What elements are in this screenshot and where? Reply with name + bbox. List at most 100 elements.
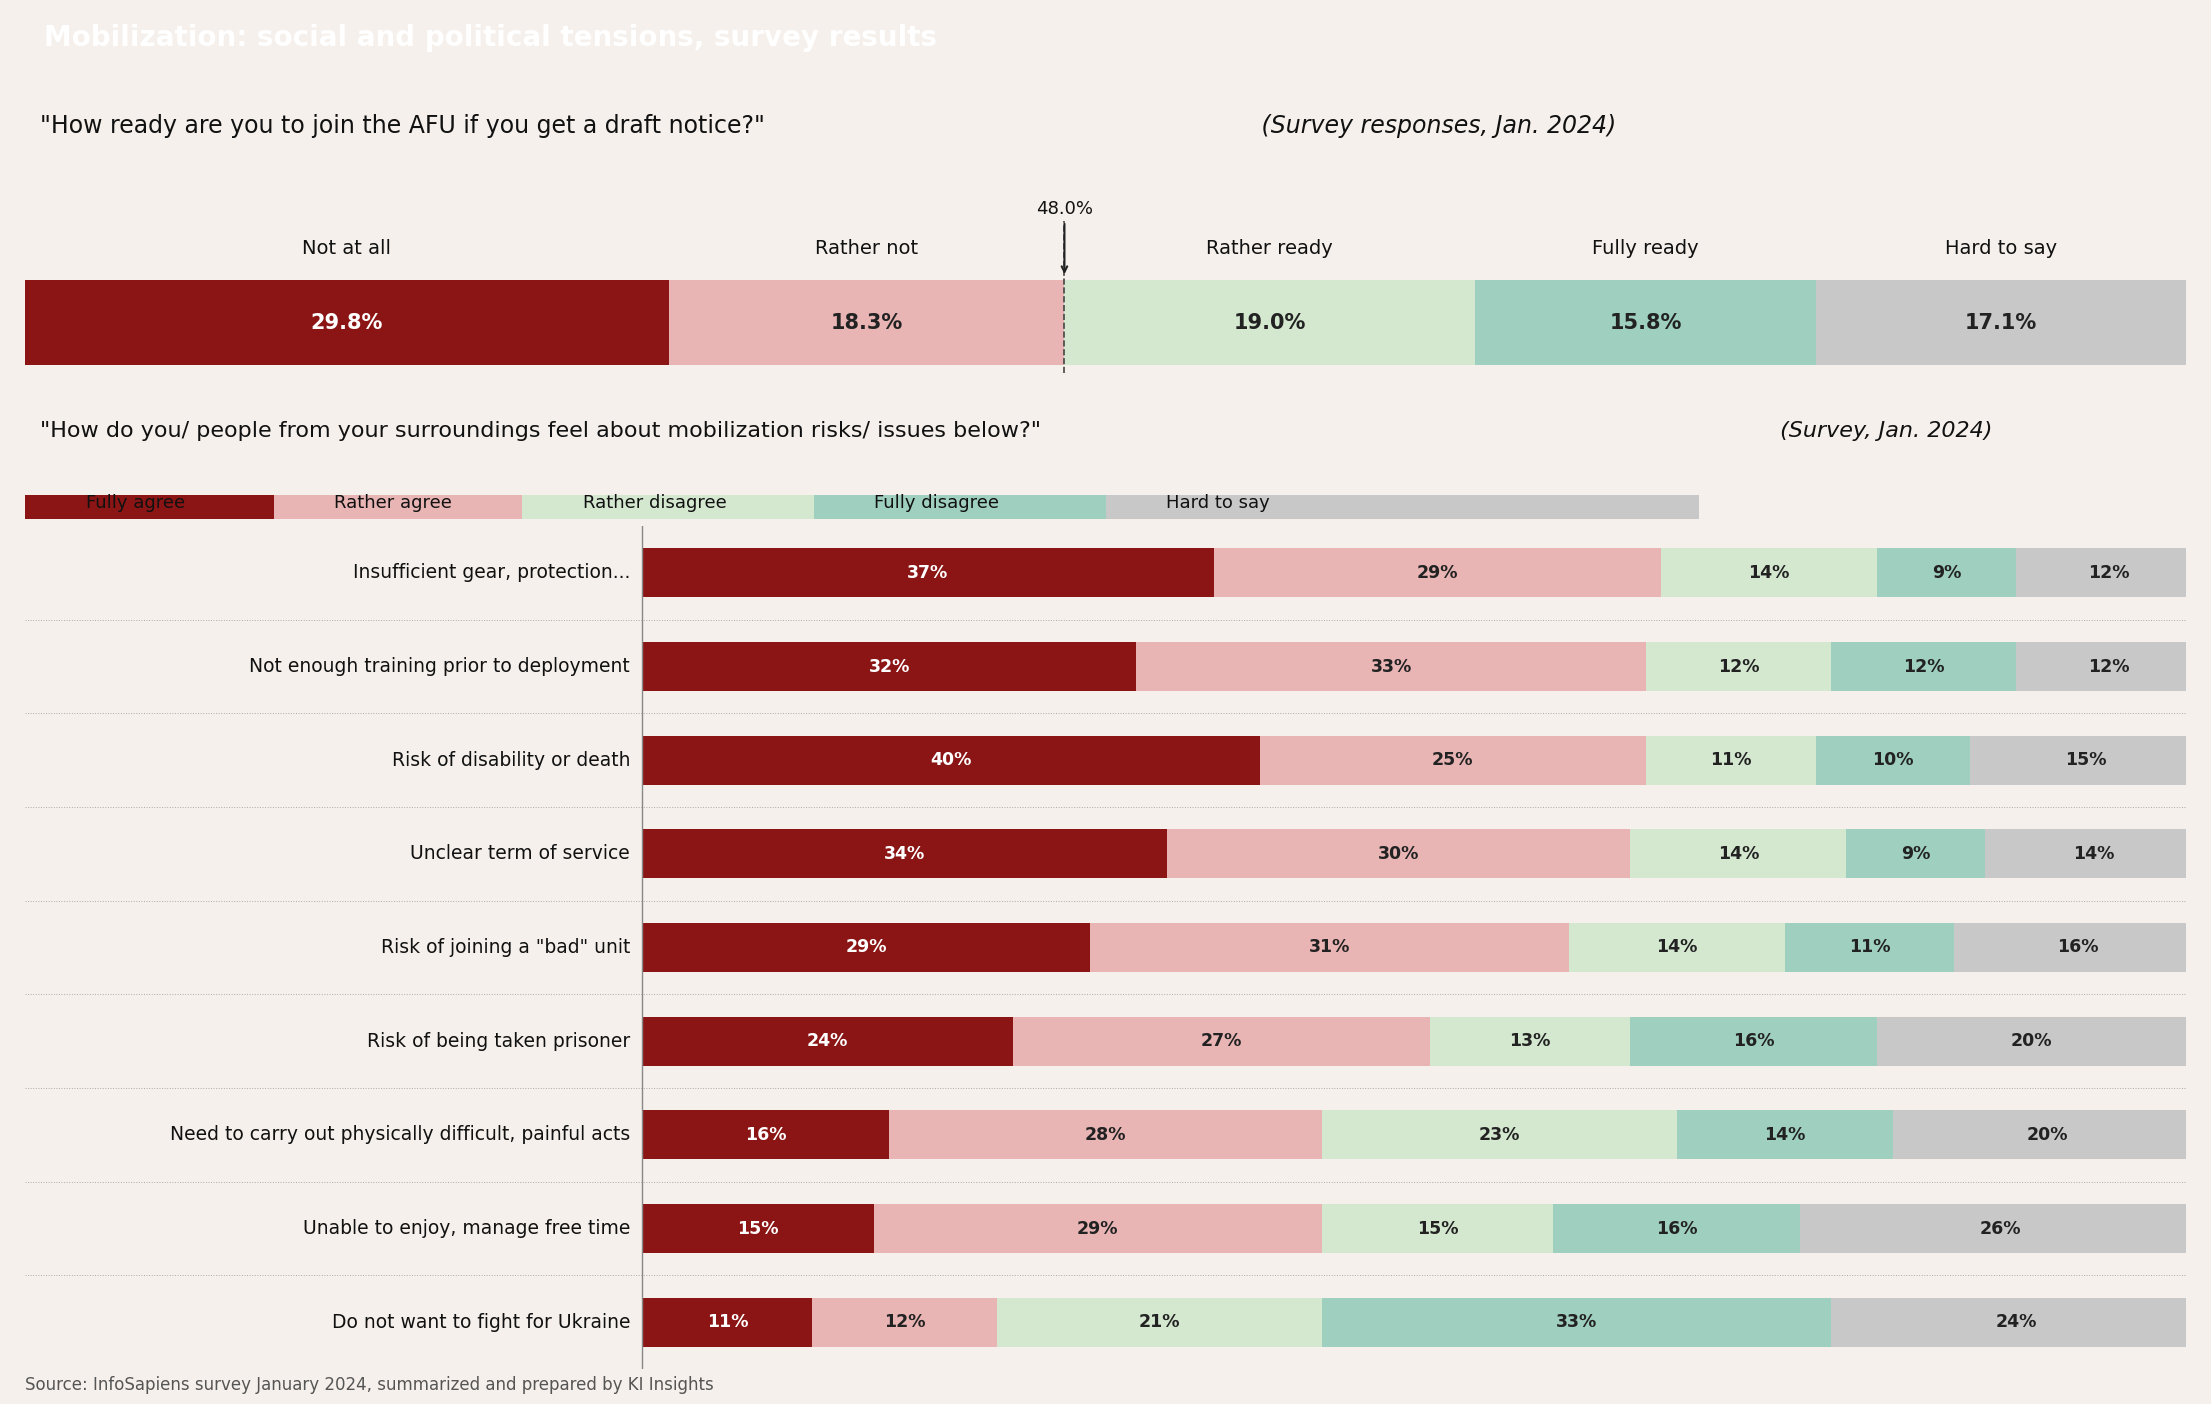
Bar xyxy=(643,1111,889,1160)
Bar xyxy=(1167,830,1630,878)
Bar xyxy=(24,281,670,365)
Text: 24%: 24% xyxy=(807,1032,849,1050)
Text: Rather agree: Rather agree xyxy=(334,494,451,512)
Bar xyxy=(1322,1205,1552,1252)
Bar xyxy=(1955,924,2202,972)
Bar xyxy=(1322,1297,1831,1346)
Text: Hard to say: Hard to say xyxy=(1946,239,2056,258)
Text: 25%: 25% xyxy=(1433,751,1473,769)
Text: Fully agree: Fully agree xyxy=(86,494,186,512)
Text: Risk of being taken prisoner: Risk of being taken prisoner xyxy=(367,1032,630,1050)
Text: 21%: 21% xyxy=(1139,1313,1181,1331)
Text: Rather disagree: Rather disagree xyxy=(581,494,725,512)
Text: 20%: 20% xyxy=(2025,1126,2067,1144)
Text: 14%: 14% xyxy=(1749,564,1791,581)
Bar xyxy=(873,1205,1322,1252)
Text: 11%: 11% xyxy=(1709,751,1751,769)
Bar xyxy=(1214,549,1660,597)
Bar xyxy=(522,494,1114,519)
Text: 12%: 12% xyxy=(1904,657,1943,675)
Text: 37%: 37% xyxy=(907,564,949,581)
Bar xyxy=(274,494,867,519)
Text: 30%: 30% xyxy=(1377,845,1419,863)
Text: Hard to say: Hard to say xyxy=(1165,494,1269,512)
Bar xyxy=(1475,281,1817,365)
Text: 27%: 27% xyxy=(1201,1032,1243,1050)
Text: 14%: 14% xyxy=(1718,845,1760,863)
Text: 11%: 11% xyxy=(1848,938,1890,956)
Text: 15%: 15% xyxy=(738,1220,778,1237)
Text: 33%: 33% xyxy=(1557,1313,1596,1331)
Text: 15%: 15% xyxy=(2065,751,2107,769)
Text: 23%: 23% xyxy=(1479,1126,1519,1144)
Text: (Survey, Jan. 2024): (Survey, Jan. 2024) xyxy=(1773,421,1992,441)
Text: 9%: 9% xyxy=(1932,564,1961,581)
Text: 29%: 29% xyxy=(1417,564,1457,581)
Bar xyxy=(643,1016,1013,1066)
Bar xyxy=(1877,549,2016,597)
Text: 29%: 29% xyxy=(1077,1220,1119,1237)
Bar xyxy=(1877,1016,2187,1066)
Text: Not enough training prior to deployment: Not enough training prior to deployment xyxy=(250,657,630,675)
Text: 12%: 12% xyxy=(2087,564,2129,581)
Text: 26%: 26% xyxy=(1981,1220,2021,1237)
Bar xyxy=(643,1297,811,1346)
Text: 16%: 16% xyxy=(1733,1032,1775,1050)
Text: 14%: 14% xyxy=(1656,938,1698,956)
Text: Rather ready: Rather ready xyxy=(1207,239,1333,258)
Text: "How do you/ people from your surroundings feel about mobilization risks/ issues: "How do you/ people from your surroundin… xyxy=(40,421,1041,441)
Text: 11%: 11% xyxy=(708,1313,747,1331)
Text: 12%: 12% xyxy=(1718,657,1760,675)
Bar xyxy=(643,642,1136,691)
Text: Not at all: Not at all xyxy=(303,239,391,258)
Text: Need to carry out physically difficult, painful acts: Need to carry out physically difficult, … xyxy=(170,1126,630,1144)
Bar xyxy=(1322,1111,1676,1160)
Text: Do not want to fight for Ukraine: Do not want to fight for Ukraine xyxy=(332,1313,630,1331)
Text: 48.0%: 48.0% xyxy=(1037,199,1092,218)
Text: 29.8%: 29.8% xyxy=(312,313,383,333)
Bar xyxy=(1831,1297,2202,1346)
Bar xyxy=(1552,1205,1800,1252)
Text: 19.0%: 19.0% xyxy=(1234,313,1307,333)
Text: 20%: 20% xyxy=(2010,1032,2052,1050)
Text: 28%: 28% xyxy=(1086,1126,1125,1144)
Text: 10%: 10% xyxy=(1873,751,1913,769)
Bar xyxy=(1260,736,1645,785)
Bar xyxy=(1431,1016,1630,1066)
Text: 18.3%: 18.3% xyxy=(831,313,902,333)
Text: 34%: 34% xyxy=(884,845,926,863)
Bar xyxy=(997,1297,1322,1346)
Bar xyxy=(1630,830,1846,878)
Bar xyxy=(814,494,1406,519)
Bar xyxy=(889,1111,1322,1160)
Bar xyxy=(1970,736,2202,785)
Bar xyxy=(643,1205,873,1252)
Bar xyxy=(1136,642,1645,691)
Bar xyxy=(1817,281,2187,365)
Text: 31%: 31% xyxy=(1309,938,1351,956)
Text: 12%: 12% xyxy=(2087,657,2129,675)
Bar xyxy=(643,549,1214,597)
Text: Rather not: Rather not xyxy=(816,239,918,258)
Bar xyxy=(1630,1016,1877,1066)
Bar xyxy=(1645,642,1831,691)
Text: 13%: 13% xyxy=(1510,1032,1550,1050)
Bar xyxy=(1800,1205,2202,1252)
Bar xyxy=(24,494,619,519)
Bar xyxy=(1676,1111,1893,1160)
Text: 16%: 16% xyxy=(2056,938,2098,956)
Text: Risk of joining a "bad" unit: Risk of joining a "bad" unit xyxy=(380,938,630,958)
Text: 16%: 16% xyxy=(745,1126,787,1144)
Bar xyxy=(1106,494,1698,519)
Bar xyxy=(1985,830,2202,878)
Bar xyxy=(1846,830,1985,878)
Bar xyxy=(1063,281,1475,365)
Text: Fully ready: Fully ready xyxy=(1592,239,1698,258)
Text: 15%: 15% xyxy=(1417,1220,1457,1237)
Bar xyxy=(1645,736,1815,785)
Text: (Survey responses, Jan. 2024): (Survey responses, Jan. 2024) xyxy=(1254,114,1616,138)
Text: Unclear term of service: Unclear term of service xyxy=(411,844,630,863)
Bar xyxy=(670,281,1063,365)
Text: 14%: 14% xyxy=(2072,845,2114,863)
Text: 33%: 33% xyxy=(1371,657,1411,675)
